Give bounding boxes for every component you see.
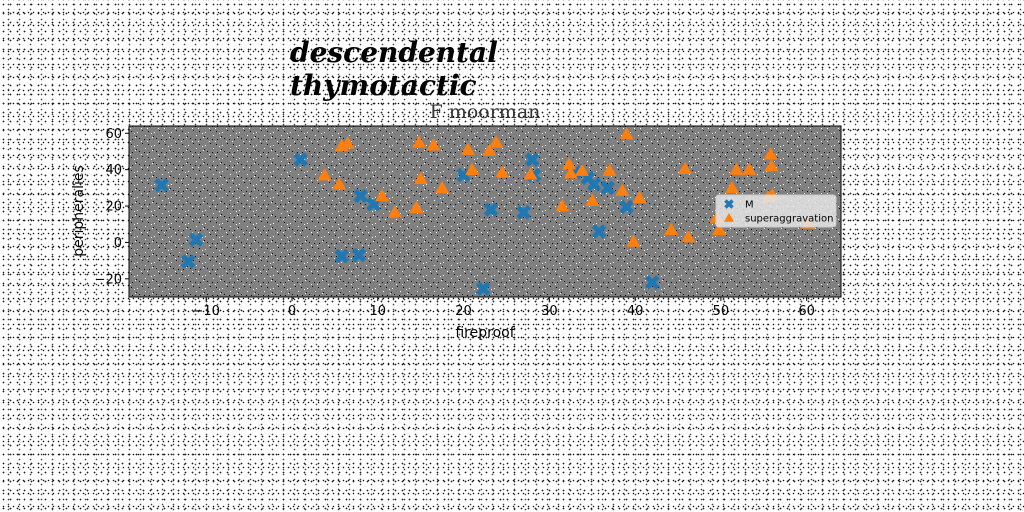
x-tick-label: 60 (798, 304, 815, 319)
scatter-point-superaggravation (677, 161, 692, 174)
scatter-point-m (591, 224, 607, 239)
scatter-point-superaggravation (729, 162, 744, 175)
scatter-point-m (586, 176, 602, 192)
scatter-point-superaggravation (489, 135, 504, 148)
scatter-point-superaggravation (375, 189, 390, 202)
scatter-point-superaggravation (664, 222, 679, 235)
scatter-point-m (645, 275, 660, 290)
scatter-point-superaggravation (426, 138, 441, 151)
scatter-point-superaggravation (742, 162, 757, 175)
scatter-point-m (516, 205, 531, 220)
scatter-point-superaggravation (563, 166, 578, 179)
x-tick-label: 40 (627, 304, 644, 319)
scatter-point-m (600, 180, 615, 196)
scatter-point-m (353, 188, 368, 204)
scatter-point-superaggravation (460, 142, 475, 155)
scatter-point-superaggravation (317, 168, 332, 181)
scatter-point-m (334, 248, 350, 264)
x-axis-label: fireproof (455, 325, 515, 341)
scatter-point-superaggravation (411, 135, 426, 148)
scatter-point-superaggravation (681, 229, 696, 243)
scatter-point-m (619, 199, 634, 215)
y-tick-label: 60 (105, 127, 122, 142)
scatter-point-superaggravation (495, 165, 510, 178)
scatter-point-m (154, 177, 169, 193)
scatter-point-superaggravation (574, 163, 589, 176)
axes-layer: −10 0 10 20 30 40 50 60 −20 0 20 40 60 (95, 127, 815, 319)
scatter-point-superaggravation (763, 147, 778, 160)
x-tick-label: 20 (455, 304, 472, 319)
scatter-point-m (524, 152, 540, 167)
scatter-point-superaggravation (332, 177, 347, 190)
scatter-point-superaggravation (585, 193, 600, 206)
legend-box (715, 194, 837, 228)
x-tick-label: 0 (288, 304, 296, 319)
scatter-point-superaggravation (764, 159, 779, 172)
y-tick-label: −20 (95, 272, 122, 287)
scatter-point-superaggravation (409, 200, 424, 214)
scatter-point-m (476, 281, 491, 297)
legend-marker-m (724, 199, 734, 209)
y-axis-label: peripheralies (71, 165, 87, 257)
chart-title: F moorman (430, 101, 541, 123)
scatter-point-superaggravation (632, 190, 647, 204)
scatter-point-superaggravation (626, 234, 641, 247)
x-tick-label: 10 (369, 304, 386, 319)
scatter-point-superaggravation (387, 205, 402, 218)
scatter-point-superaggravation (725, 180, 740, 194)
scatter-point-superaggravation (435, 180, 450, 194)
scatter-point-superaggravation (602, 163, 617, 176)
y-tick-label: 20 (105, 200, 122, 215)
scatter-point-superaggravation (465, 162, 480, 175)
scatter-point-superaggravation (413, 171, 428, 185)
figure-title: descendental thymotactic (290, 36, 498, 102)
scatter-point-superaggravation (615, 183, 630, 196)
scatter-point-m (483, 202, 499, 217)
scatter-point-m (293, 152, 308, 167)
scatter-point-superaggravation (562, 157, 577, 170)
scatter-point-superaggravation (555, 199, 570, 212)
scatter-point-m (180, 254, 196, 269)
x-tick-label: 30 (541, 304, 558, 319)
legend-label: M (745, 200, 754, 211)
scatter-point-superaggravation (482, 143, 497, 156)
y-tick-label: 40 (105, 163, 122, 178)
legend-marker-superaggravation (724, 213, 734, 222)
y-tick-label: 0 (114, 236, 122, 251)
x-tick-label: −10 (192, 304, 219, 319)
x-tick-label: 50 (713, 304, 730, 319)
scatter-point-superaggravation (619, 127, 634, 140)
scatter-point-superaggravation (340, 136, 355, 149)
scatter-point-superaggravation (712, 222, 727, 235)
legend-label: superaggravation (745, 214, 833, 225)
scatter-point-m (351, 247, 367, 263)
scatter-point-m (188, 232, 204, 247)
scatter-point-superaggravation (523, 167, 538, 180)
